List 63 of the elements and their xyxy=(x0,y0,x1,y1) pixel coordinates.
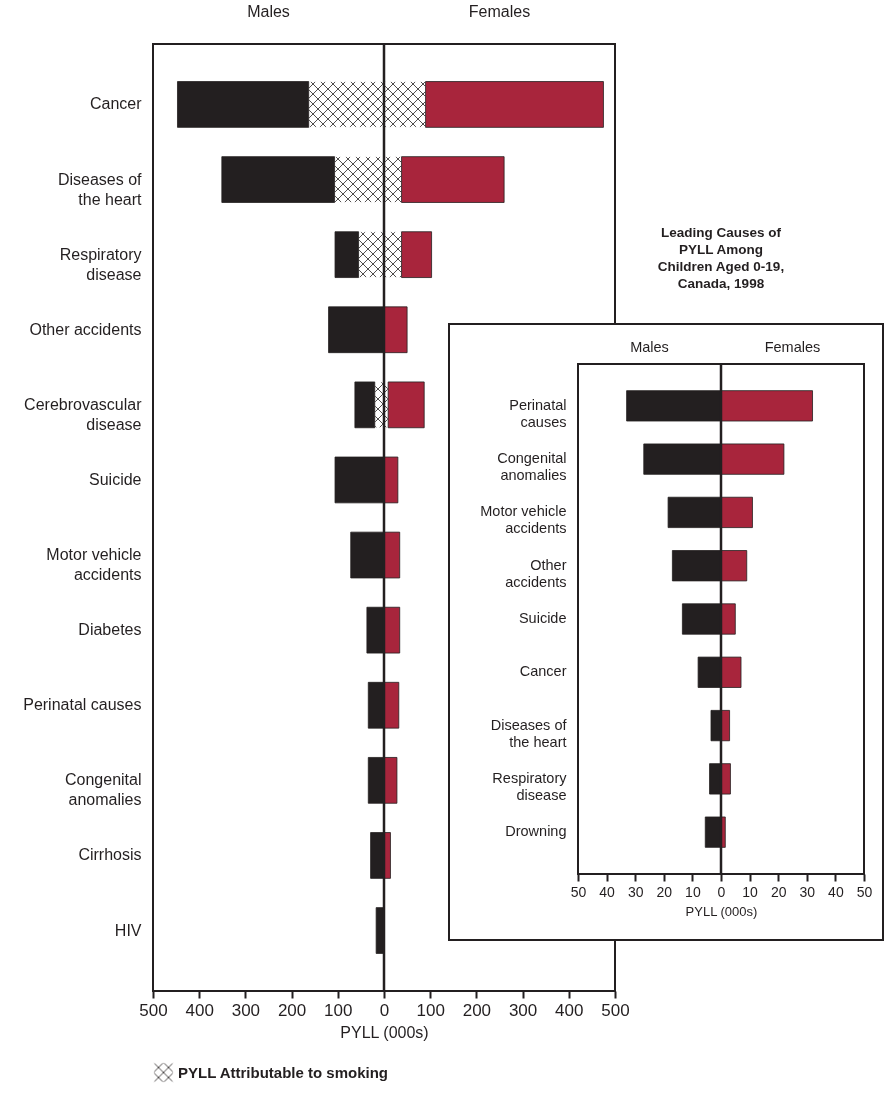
y-tick-label: Suicide xyxy=(518,610,567,626)
y-tick-label: Diseases of the heart xyxy=(57,170,143,208)
x-tick-label: 40 xyxy=(599,883,616,900)
y-tick-label: Cancer xyxy=(89,95,143,113)
x-tick-label: 200 xyxy=(462,1000,492,1020)
bar xyxy=(334,231,359,278)
y-tick-label: Diabetes xyxy=(78,621,142,639)
y-tick-label: HIV xyxy=(114,921,142,939)
bar xyxy=(401,231,432,278)
y-tick-label: Other accidents xyxy=(505,556,567,590)
text: Males xyxy=(247,3,290,20)
x-tick-label: 0 xyxy=(379,1000,390,1020)
y-tick-label: Drowning xyxy=(505,823,567,840)
x-tick-label: 10 xyxy=(742,883,759,900)
x-tick-label: 50 xyxy=(570,883,587,900)
x-axis-title: PYLL (000s) xyxy=(340,1023,429,1041)
y-tick-label: Perinatal causes xyxy=(23,696,142,714)
bar xyxy=(383,81,426,128)
y-tick-label: Respiratory disease xyxy=(59,245,142,283)
x-tick-label: 40 xyxy=(828,883,844,900)
y-tick-label: Motor vehicle accidents xyxy=(46,546,142,584)
bar xyxy=(334,156,385,203)
bar xyxy=(221,156,335,203)
y-tick-label: Motor vehicle accidents xyxy=(480,503,567,537)
bar xyxy=(387,381,425,429)
y-tick-label: Cirrhosis xyxy=(78,846,142,864)
x-tick-label: 500 xyxy=(139,1000,168,1020)
y-tick-label: Perinatal causes xyxy=(509,396,567,430)
x-tick-label: 400 xyxy=(555,1000,584,1020)
y-tick-label: Cerebrovascular disease xyxy=(24,395,143,433)
y-tick-label: Cancer xyxy=(519,663,567,680)
y-tick-label: Congenital anomalies xyxy=(65,771,142,809)
legend-label: PYLL Attributable to smoking xyxy=(178,1063,389,1081)
x-tick-label: 300 xyxy=(508,1000,538,1020)
bar xyxy=(177,81,310,128)
x-tick-label: 30 xyxy=(799,883,816,900)
chart-title: Leading Causes of PYLL Among Children Aged 0-19, Canada, 1998 xyxy=(657,224,785,291)
y-tick-label: Diseases of the heart xyxy=(490,716,568,750)
y-tick-label: Respiratory disease xyxy=(492,769,568,803)
bar xyxy=(354,381,376,429)
bar xyxy=(425,81,604,128)
x-tick-label: 500 xyxy=(601,1000,630,1020)
x-tick-label: 50 xyxy=(856,883,873,900)
y-tick-label: Other accidents xyxy=(29,320,142,338)
bar xyxy=(308,81,385,128)
text: Males xyxy=(630,339,669,355)
x-axis-title: PYLL (000s) xyxy=(685,903,758,919)
text: Females xyxy=(764,339,821,355)
y-tick-label: Congenital anomalies xyxy=(497,450,567,484)
x-tick-label: 20 xyxy=(770,883,787,900)
x-tick-label: 20 xyxy=(656,883,673,900)
x-tick-label: 30 xyxy=(627,883,644,900)
x-tick-label: 10 xyxy=(685,883,701,900)
x-tick-label: 100 xyxy=(324,1000,353,1020)
bar xyxy=(358,231,385,278)
y-tick-label: Suicide xyxy=(89,470,142,488)
text: Females xyxy=(468,3,531,20)
x-tick-label: 200 xyxy=(277,1000,307,1020)
x-tick-label: 0 xyxy=(717,883,726,900)
x-tick-label: 400 xyxy=(185,1000,214,1020)
x-tick-label: 300 xyxy=(231,1000,261,1020)
x-tick-label: 100 xyxy=(416,1000,445,1020)
bar xyxy=(401,156,505,203)
